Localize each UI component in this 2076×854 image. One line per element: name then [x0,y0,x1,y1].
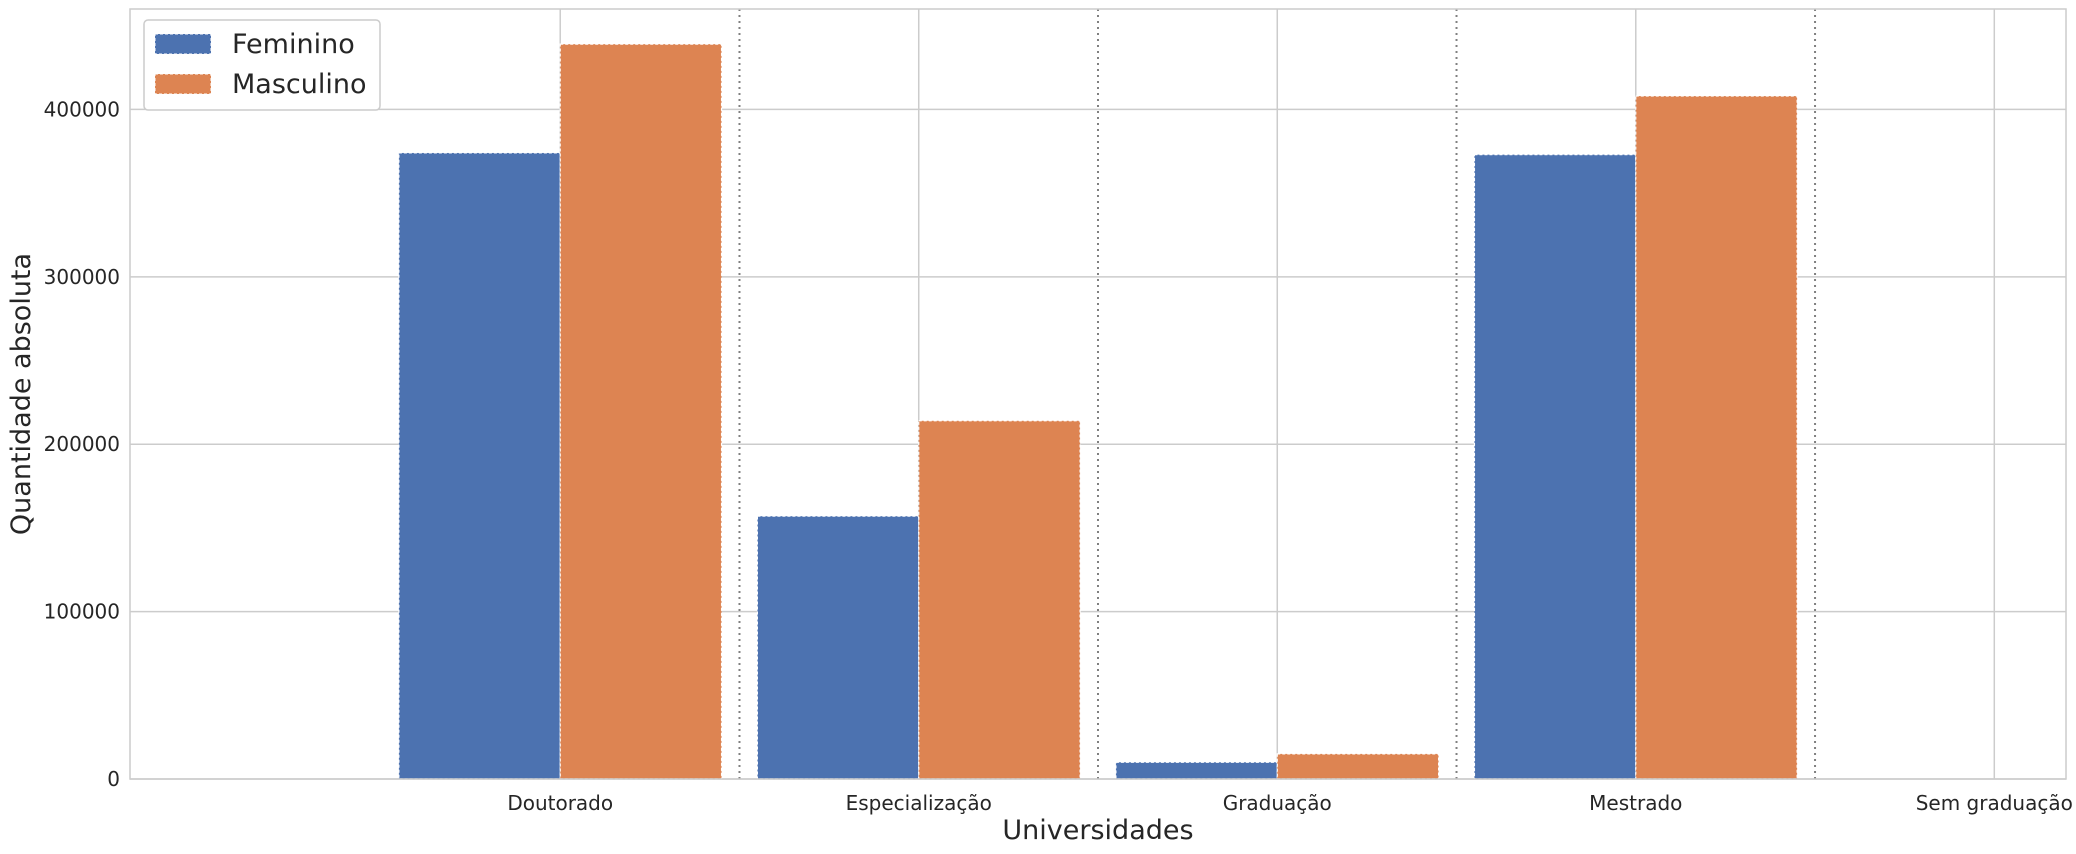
category-separators [738,9,1817,779]
x-tick-label: Sem graduação [1916,791,2073,815]
legend: Feminino Masculino [143,19,381,111]
bar-feminino-0 [398,152,561,780]
plot-frame [129,8,2067,780]
x-tick-label: Mestrado [1589,791,1682,815]
bars [398,43,1798,780]
legend-label-masculino: Masculino [232,69,367,100]
bar-masculino-1 [918,420,1081,780]
y-tick-label: 200000 [44,432,120,456]
bar-feminino-1 [756,515,920,780]
bar-feminino-3 [1473,154,1637,780]
y-axis-ticks: 0 100000 200000 300000 400000 [44,97,120,791]
bar-masculino-2 [1276,753,1440,780]
x-axis-ticks: Doutorado Especialização Graduação Mestrado… [507,791,2073,815]
legend-label-feminino: Feminino [232,29,355,60]
y-tick-label: 300000 [44,265,120,289]
y-axis-label: Quantidade absoluta [6,253,37,535]
y-tick-label: 0 [107,767,120,791]
bar-masculino-3 [1635,95,1798,780]
bar-masculino-0 [559,43,723,780]
y-tick-label: 100000 [44,600,120,624]
x-tick-label: Doutorado [507,791,613,815]
x-tick-label: Especialização [846,791,992,815]
legend-swatch-feminino [154,33,212,55]
bar-feminino-2 [1115,761,1278,780]
legend-swatch-masculino [154,73,212,95]
x-axis-label: Universidades [1002,815,1193,846]
y-tick-label: 400000 [44,97,120,121]
x-tick-label: Graduação [1223,791,1332,815]
